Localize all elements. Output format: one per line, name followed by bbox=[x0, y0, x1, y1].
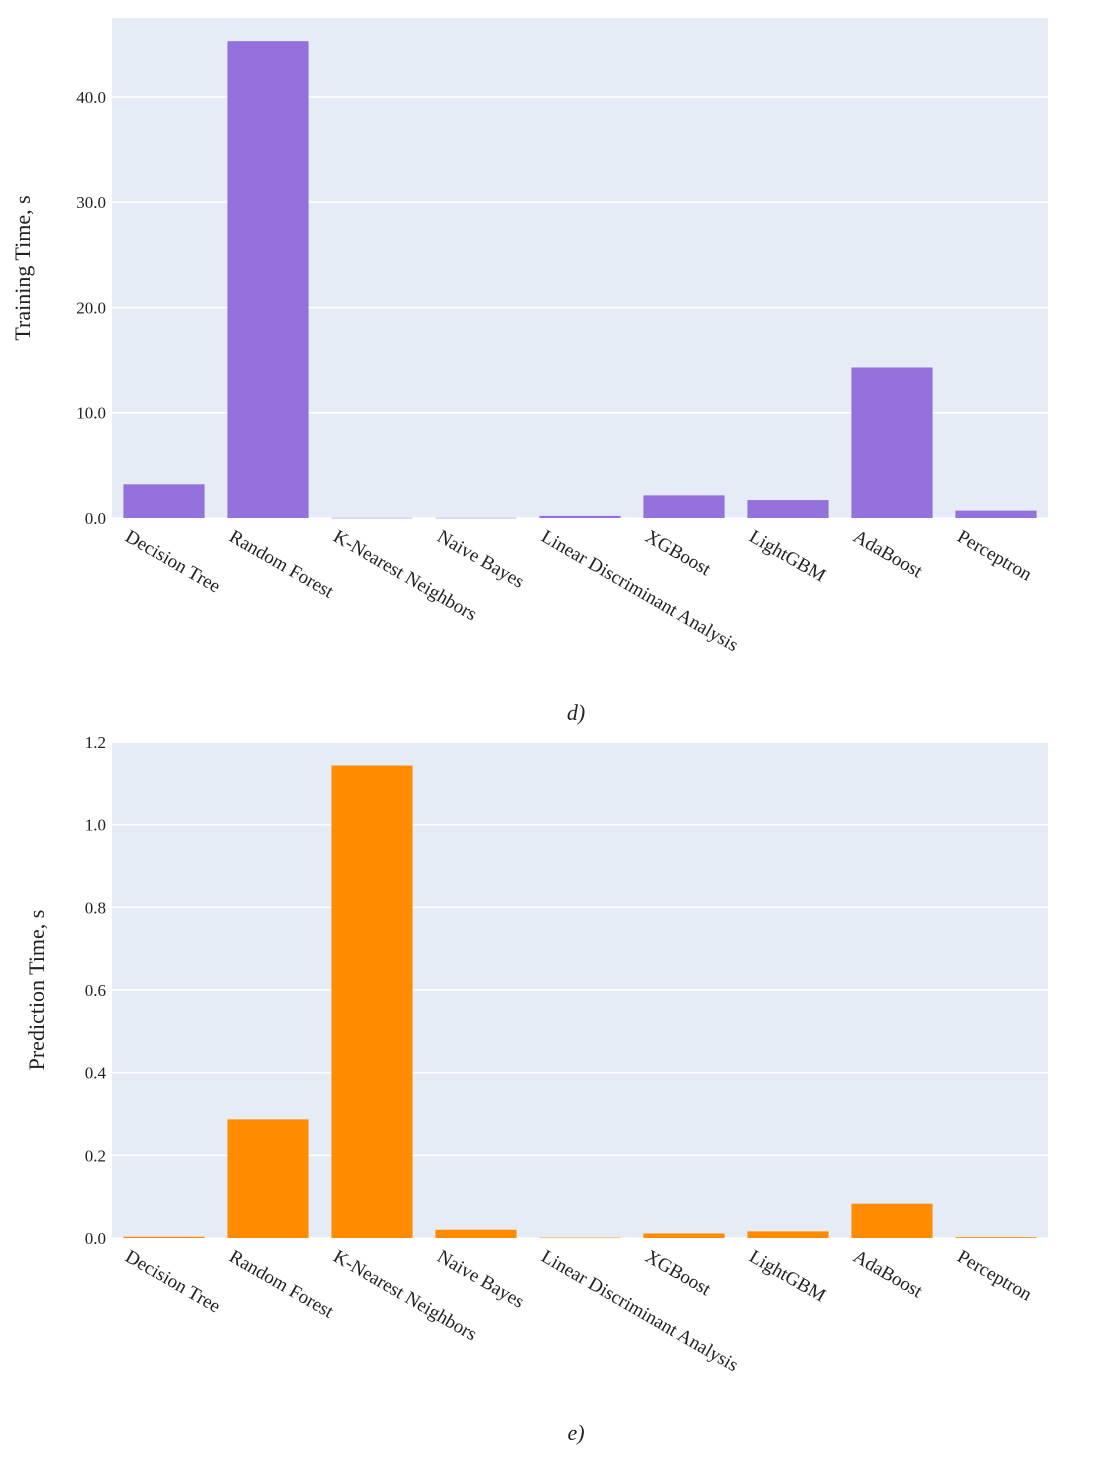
bar-naive-bayes bbox=[435, 517, 517, 519]
x-category-label: XGBoost bbox=[642, 526, 715, 580]
bar-perceptron bbox=[955, 1237, 1037, 1238]
y-tick-label: 0.8 bbox=[85, 898, 106, 917]
x-category-label: Decision Tree bbox=[122, 1246, 224, 1317]
y-tick-label: 0.0 bbox=[85, 509, 106, 528]
y-tick-label: 0.6 bbox=[85, 981, 106, 1000]
bar-xgboost bbox=[643, 1233, 725, 1238]
panel-caption: d) bbox=[567, 700, 585, 725]
x-category-label: Perceptron bbox=[954, 526, 1036, 586]
y-tick-label: 0.4 bbox=[85, 1064, 107, 1083]
x-category-label: Linear Discriminant Analysis bbox=[538, 526, 742, 656]
y-tick-label: 0.2 bbox=[85, 1146, 106, 1165]
prediction-time-chart: 0.0 0.2 0.4 0.6 0.8 1.0 1.2 Decision Tree Random… bbox=[24, 733, 1048, 1445]
y-tick-label: 40.0 bbox=[76, 88, 106, 107]
y-tick-label: 1.2 bbox=[85, 733, 106, 752]
bar-perceptron bbox=[955, 510, 1037, 518]
training-time-chart: 0.0 10.0 20.0 30.0 40.0 Decision Tree Random F… bbox=[10, 18, 1048, 725]
bar-xgboost bbox=[643, 495, 725, 518]
bar-lightgbm bbox=[747, 500, 829, 518]
bar-decision-tree bbox=[123, 484, 205, 518]
bar-decision-tree bbox=[123, 1236, 205, 1238]
x-category-label: LightGBM bbox=[746, 526, 830, 586]
x-category-label: LightGBM bbox=[746, 1246, 830, 1306]
bar-adaboost bbox=[851, 1203, 933, 1238]
bar-k-nearest-neighbors bbox=[331, 517, 413, 519]
bar-lightgbm bbox=[747, 1231, 829, 1238]
x-category-label: AdaBoost bbox=[850, 1246, 927, 1303]
x-category-label: AdaBoost bbox=[850, 526, 927, 583]
y-axis-title: Training Time, s bbox=[10, 195, 35, 340]
bar-k-nearest-neighbors bbox=[331, 765, 413, 1238]
bar-linear-discriminant-analysis bbox=[539, 1237, 621, 1239]
y-tick-label: 30.0 bbox=[76, 193, 106, 212]
y-tick-label: 1.0 bbox=[85, 816, 106, 835]
x-category-label: Random Forest bbox=[226, 1246, 338, 1323]
bar-linear-discriminant-analysis bbox=[539, 515, 621, 518]
y-tick-label: 20.0 bbox=[76, 298, 106, 317]
bar-random-forest bbox=[227, 41, 309, 518]
y-axis-title: Prediction Time, s bbox=[24, 910, 49, 1071]
x-category-label: Decision Tree bbox=[122, 526, 224, 597]
x-category-label: Linear Discriminant Analysis bbox=[538, 1246, 742, 1376]
bar-random-forest bbox=[227, 1119, 309, 1238]
x-category-label: Random Forest bbox=[226, 526, 338, 603]
x-category-label: Perceptron bbox=[954, 1246, 1036, 1306]
panel-caption: e) bbox=[567, 1420, 584, 1445]
bar-adaboost bbox=[851, 367, 933, 518]
y-tick-label: 0.0 bbox=[85, 1229, 106, 1248]
x-category-label: Naive Bayes bbox=[434, 526, 528, 592]
bar-naive-bayes bbox=[435, 1229, 517, 1238]
y-tick-label: 10.0 bbox=[76, 404, 106, 423]
x-category-label: XGBoost bbox=[642, 1246, 715, 1300]
x-category-label: Naive Bayes bbox=[434, 1246, 528, 1312]
